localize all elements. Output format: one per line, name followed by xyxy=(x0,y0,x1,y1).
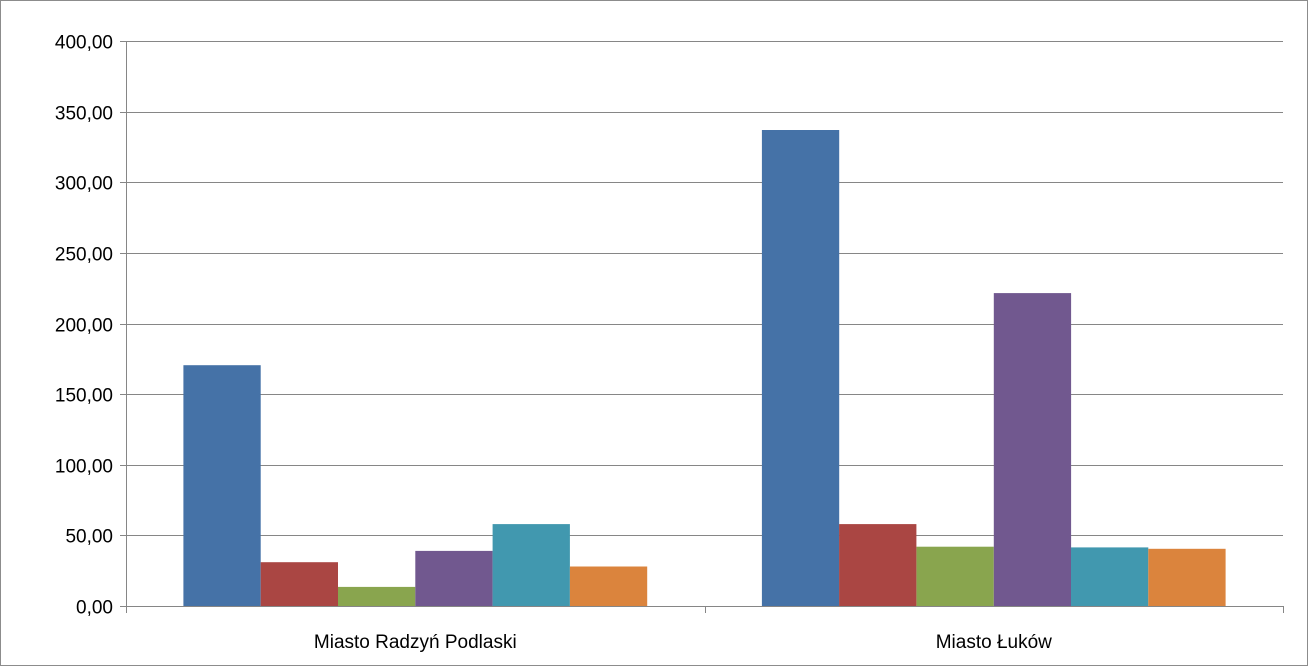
bar xyxy=(993,293,1072,606)
axes xyxy=(120,41,1284,613)
bar xyxy=(1071,547,1149,606)
gridlines xyxy=(126,41,1283,536)
y-axis-tick-label: 350,00 xyxy=(55,104,113,125)
y-axis-tick-label: 0,00 xyxy=(76,598,113,619)
bar xyxy=(839,524,917,606)
bar xyxy=(260,562,338,606)
x-axis-category-labels: Miasto Radzyń Podlaski Miasto Łuków xyxy=(314,632,1052,653)
y-axis-tick-label: 250,00 xyxy=(55,245,113,266)
y-axis-tick-label: 200,00 xyxy=(55,316,113,337)
y-axis-tick-label: 150,00 xyxy=(55,386,113,407)
y-axis-tick-label: 100,00 xyxy=(55,457,113,478)
bar xyxy=(183,365,261,606)
y-axis-tick-label: 300,00 xyxy=(55,174,113,195)
bar xyxy=(1148,548,1226,606)
x-axis-category-label: Miasto Radzyń Podlaski xyxy=(314,632,517,653)
y-axis-tick-label: 400,00 xyxy=(55,33,113,54)
bar xyxy=(415,550,493,606)
bar xyxy=(492,524,570,606)
y-axis-tick-label: 50,00 xyxy=(65,527,113,548)
bar xyxy=(569,566,648,606)
y-axis-tick-labels: 0,00 50,00 100,00 150,00 200,00 250,00 300,00 3… xyxy=(55,33,113,619)
bar xyxy=(761,130,840,606)
bar xyxy=(338,586,416,606)
bar xyxy=(916,546,994,606)
x-axis-category-label: Miasto Łuków xyxy=(936,632,1052,653)
bars xyxy=(183,130,1226,606)
